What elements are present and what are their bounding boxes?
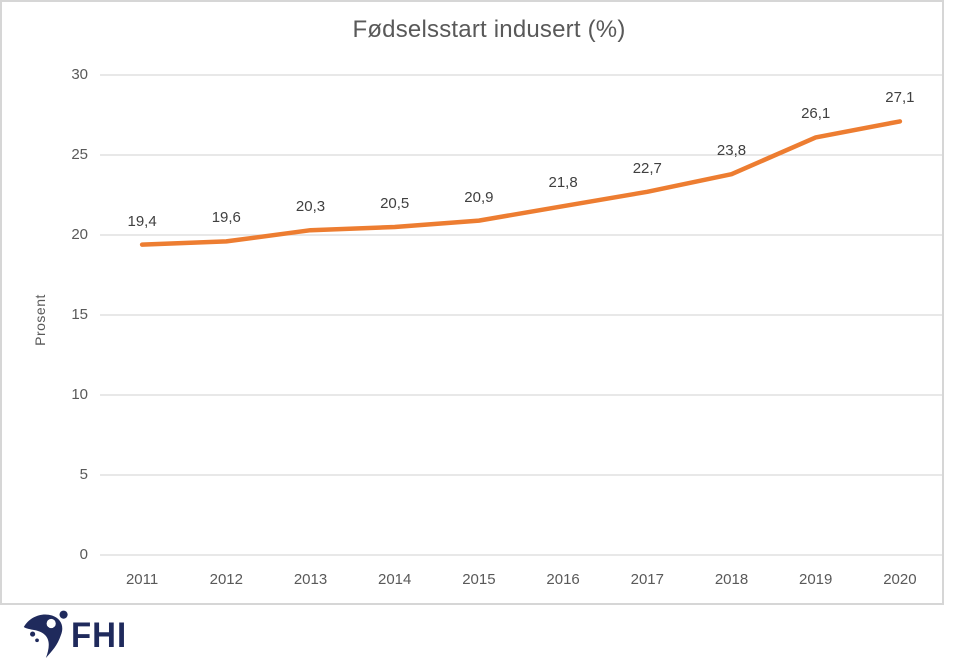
line-chart-plot	[100, 74, 942, 556]
x-tick-label: 2020	[883, 571, 917, 588]
x-tick-label: 2019	[799, 571, 833, 588]
data-label: 27,1	[885, 89, 915, 107]
chart-title: Fødselsstart indusert (%)	[352, 16, 626, 43]
y-tick-label: 0	[79, 546, 88, 563]
y-tick-label: 25	[71, 146, 88, 163]
data-label: 22,7	[632, 159, 662, 177]
data-label: 20,5	[380, 195, 410, 212]
x-tick-label: 2012	[209, 571, 243, 588]
x-tick-label: 2014	[378, 571, 412, 588]
x-tick-label: 2013	[293, 571, 328, 588]
x-tick-label: 2015	[462, 571, 496, 588]
chart-frame: Fødselsstart indusert (%) 0 5 10 15 20 25 30 2…	[0, 0, 944, 605]
data-label: 26,1	[801, 105, 831, 123]
fhi-logo: FHI	[18, 606, 154, 664]
x-tick-label: 2018	[714, 571, 749, 588]
data-label: 20,3	[295, 198, 326, 216]
fhi-logo-text: FHI	[71, 614, 128, 655]
data-label: 21,8	[548, 174, 578, 192]
y-axis-title: Prosent	[32, 294, 48, 346]
fhi-swoosh-icon	[23, 610, 68, 658]
x-tick-label: 2017	[630, 571, 664, 588]
x-tick-label: 2011	[125, 571, 159, 588]
y-tick-label: 20	[71, 226, 88, 243]
data-label: 19,6	[211, 209, 241, 227]
data-label: 20,9	[464, 188, 494, 206]
y-tick-label: 5	[79, 466, 88, 483]
y-tick-label: 10	[71, 386, 88, 403]
y-tick-label: 30	[71, 66, 88, 83]
y-tick-label: 15	[71, 306, 88, 323]
x-tick-label: 2016	[546, 571, 580, 588]
series-line	[139, 119, 903, 247]
data-label: 23,8	[716, 142, 747, 160]
data-label: 19,4	[127, 212, 157, 230]
